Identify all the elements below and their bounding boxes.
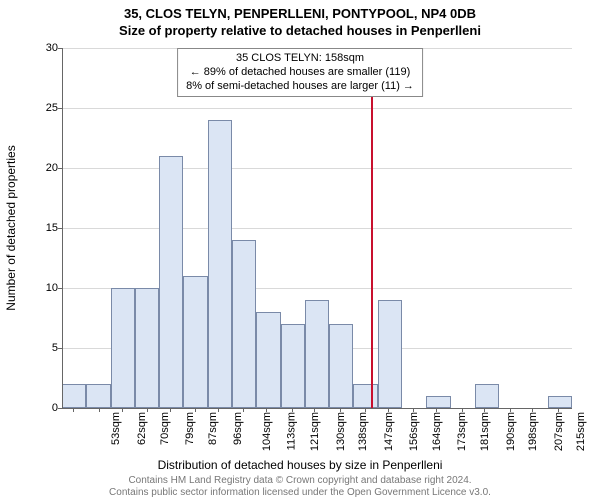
x-axis-label: Distribution of detached houses by size … xyxy=(0,458,600,472)
x-tick-label: 147sqm xyxy=(383,412,395,451)
x-tick-mark xyxy=(99,408,100,412)
x-tick-mark xyxy=(484,408,485,412)
y-tick-mark xyxy=(58,288,62,289)
x-tick-label: 198sqm xyxy=(527,412,539,451)
x-tick-label: 104sqm xyxy=(261,412,273,451)
x-tick-mark xyxy=(243,408,244,412)
annotation-box: 35 CLOS TELYN: 158sqm ← 89% of detached … xyxy=(177,48,423,97)
reference-marker xyxy=(371,48,373,408)
histogram-bar xyxy=(183,276,207,408)
x-tick-label: 96sqm xyxy=(232,412,244,445)
x-tick-mark xyxy=(365,408,366,412)
y-tick-label: 30 xyxy=(28,42,58,54)
grid-line xyxy=(62,108,572,109)
x-tick-label: 53sqm xyxy=(110,412,122,445)
y-tick-label: 0 xyxy=(28,402,58,414)
x-tick-mark xyxy=(147,408,148,412)
y-tick-mark xyxy=(58,348,62,349)
x-tick-label: 190sqm xyxy=(505,412,517,451)
x-tick-label: 156sqm xyxy=(408,412,420,451)
x-tick-label: 130sqm xyxy=(335,412,347,451)
y-tick-label: 10 xyxy=(28,282,58,294)
histogram-bar xyxy=(86,384,110,408)
title-line2: Size of property relative to detached ho… xyxy=(0,23,600,40)
x-tick-label: 181sqm xyxy=(479,412,491,451)
x-tick-label: 215sqm xyxy=(575,412,587,451)
histogram-bar xyxy=(135,288,159,408)
x-axis-line xyxy=(62,408,572,409)
y-axis-label: Number of detached properties xyxy=(4,145,18,310)
attribution: Contains HM Land Registry data © Crown c… xyxy=(0,475,600,498)
x-tick-mark xyxy=(73,408,74,412)
x-tick-mark xyxy=(532,408,533,412)
x-tick-label: 62sqm xyxy=(136,412,148,445)
x-tick-mark xyxy=(510,408,511,412)
y-tick-mark xyxy=(58,168,62,169)
x-tick-mark xyxy=(462,408,463,412)
plot-area xyxy=(62,48,572,408)
y-tick-mark xyxy=(58,408,62,409)
histogram-bar xyxy=(329,324,353,408)
chart-container: 35, CLOS TELYN, PENPERLLENI, PONTYPOOL, … xyxy=(0,0,600,500)
grid-line xyxy=(62,168,572,169)
x-tick-label: 87sqm xyxy=(207,412,219,445)
y-tick-label: 15 xyxy=(28,222,58,234)
y-axis-line xyxy=(62,48,63,408)
histogram-bar xyxy=(208,120,232,408)
x-tick-label: 79sqm xyxy=(184,412,196,445)
histogram-bar xyxy=(475,384,499,408)
x-tick-label: 113sqm xyxy=(286,412,298,450)
x-tick-mark xyxy=(388,408,389,412)
histogram-bar xyxy=(159,156,183,408)
histogram-bar xyxy=(232,240,256,408)
x-tick-label: 164sqm xyxy=(431,412,443,451)
x-tick-label: 173sqm xyxy=(456,412,468,451)
y-tick-mark xyxy=(58,108,62,109)
histogram-bar xyxy=(426,396,450,408)
x-tick-mark xyxy=(266,408,267,412)
histogram-bar xyxy=(353,384,377,408)
annotation-line1: 35 CLOS TELYN: 158sqm xyxy=(186,52,414,66)
y-tick-label: 25 xyxy=(28,102,58,114)
x-tick-mark xyxy=(558,408,559,412)
x-tick-label: 70sqm xyxy=(159,412,171,445)
title-line1: 35, CLOS TELYN, PENPERLLENI, PONTYPOOL, … xyxy=(0,6,600,23)
x-tick-label: 138sqm xyxy=(357,412,369,451)
title-block: 35, CLOS TELYN, PENPERLLENI, PONTYPOOL, … xyxy=(0,6,600,40)
histogram-bar xyxy=(305,300,329,408)
x-tick-mark xyxy=(292,408,293,412)
x-tick-mark xyxy=(195,408,196,412)
x-tick-mark xyxy=(436,408,437,412)
histogram-bar xyxy=(62,384,86,408)
y-tick-label: 20 xyxy=(28,162,58,174)
y-tick-mark xyxy=(58,228,62,229)
x-tick-label: 207sqm xyxy=(553,412,565,451)
annotation-line2: ← 89% of detached houses are smaller (11… xyxy=(186,66,414,80)
attribution-line2: Contains public sector information licen… xyxy=(0,487,600,499)
x-tick-mark xyxy=(122,408,123,412)
y-tick-label: 5 xyxy=(28,342,58,354)
x-tick-mark xyxy=(314,408,315,412)
histogram-bar xyxy=(256,312,280,408)
histogram-bar xyxy=(281,324,305,408)
y-tick-mark xyxy=(58,48,62,49)
histogram-bar xyxy=(378,300,402,408)
x-tick-mark xyxy=(218,408,219,412)
annotation-line3: 8% of semi-detached houses are larger (1… xyxy=(186,80,414,94)
histogram-bar xyxy=(548,396,572,408)
histogram-bar xyxy=(111,288,135,408)
x-tick-mark xyxy=(340,408,341,412)
x-tick-label: 121sqm xyxy=(309,412,321,451)
x-tick-mark xyxy=(413,408,414,412)
grid-line xyxy=(62,228,572,229)
attribution-line1: Contains HM Land Registry data © Crown c… xyxy=(0,475,600,487)
x-tick-mark xyxy=(170,408,171,412)
